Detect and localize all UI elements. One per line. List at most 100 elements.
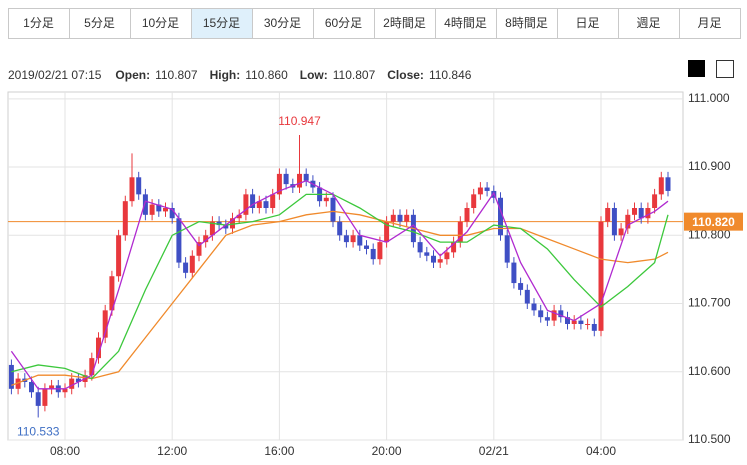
price-tag: [684, 212, 743, 231]
candle-body: [364, 245, 369, 249]
tab[interactable]: 30分足: [252, 8, 314, 39]
candle-body: [337, 221, 343, 236]
candle-body: [638, 208, 644, 219]
tab[interactable]: 2時間足: [374, 8, 436, 39]
candle-body: [303, 173, 309, 181]
candle-body: [35, 392, 41, 406]
candle-body: [223, 225, 229, 229]
candle-body: [42, 388, 48, 406]
tab[interactable]: 15分足: [191, 8, 253, 39]
tab-bg: [8, 8, 70, 39]
info-label: High:: [210, 68, 241, 82]
y-tick-label: 110.500: [688, 432, 731, 446]
candle-body: [558, 310, 564, 318]
candle-body: [330, 197, 336, 222]
tab-bg: [679, 8, 741, 39]
candle-body: [397, 214, 403, 222]
theme-light[interactable]: [716, 60, 734, 78]
candle-body: [605, 208, 611, 222]
candle-body: [169, 208, 175, 219]
info-date: 2019/02/21 07:15: [8, 68, 102, 82]
candle-body: [424, 252, 430, 256]
candle-body: [8, 364, 14, 389]
x-tick-label: 20:00: [372, 444, 402, 458]
candle-body: [498, 197, 503, 236]
candle-body: [511, 262, 517, 284]
candle-body: [163, 208, 168, 212]
candle-body: [109, 276, 115, 311]
x-tick-label: 02/21: [479, 444, 509, 458]
candle-body: [591, 324, 597, 331]
candle-body: [216, 221, 222, 226]
candle-body: [343, 235, 349, 243]
tab[interactable]: 10分足: [130, 8, 192, 39]
candle-body: [484, 187, 490, 191]
x-tick-label: 04:00: [586, 444, 616, 458]
tab[interactable]: 月足: [679, 8, 741, 39]
theme-dark[interactable]: [688, 60, 705, 77]
candle-body: [457, 221, 463, 243]
info-value: 110.807: [333, 68, 376, 82]
tab[interactable]: 日足: [557, 8, 619, 39]
candle-body: [444, 252, 450, 260]
candle-body: [29, 382, 34, 393]
candle-body: [652, 194, 658, 208]
tab-label: 月足: [697, 16, 721, 30]
candle-body: [451, 242, 457, 253]
moving-average: [10, 179, 669, 390]
candle-body: [518, 283, 524, 290]
candle-body: [276, 173, 282, 195]
info-value: 110.807: [155, 68, 198, 82]
y-tick-label: 110.800: [688, 227, 731, 241]
candle-body: [203, 235, 209, 243]
tab[interactable]: 4時間足: [435, 8, 497, 39]
tab-label: 30分足: [264, 16, 301, 30]
tab-label: 1分足: [23, 16, 54, 30]
tab[interactable]: 60分足: [313, 8, 375, 39]
candle-body: [538, 310, 544, 318]
tab[interactable]: 週足: [618, 8, 680, 39]
tab-label: 5分足: [84, 16, 115, 30]
tab-bg: [130, 8, 192, 39]
candle-body: [69, 378, 75, 389]
candle-body: [585, 324, 591, 325]
tab[interactable]: 8時間足: [496, 8, 558, 39]
annotation: 110.947: [278, 114, 321, 128]
candle-body: [471, 194, 477, 208]
candle-body: [618, 228, 624, 236]
candle-body: [96, 337, 101, 359]
candle-body: [250, 194, 256, 208]
candle-body: [390, 214, 396, 222]
candle-body: [417, 242, 423, 253]
candle-body: [136, 177, 142, 195]
candle-body: [209, 221, 215, 236]
tab[interactable]: 5分足: [69, 8, 131, 39]
y-tick-label: 110.700: [688, 296, 731, 310]
y-tick-label: 111.000: [688, 91, 730, 105]
info-label: Low:: [300, 68, 328, 82]
candle-body: [565, 317, 570, 324]
info-label: Open:: [115, 68, 150, 82]
tab-bg: [374, 8, 436, 39]
tab-bg: [313, 8, 375, 39]
candle-body: [625, 214, 631, 229]
tab-label: 日足: [575, 16, 599, 30]
info-label: Close:: [387, 68, 424, 82]
info-value: 110.846: [429, 68, 472, 82]
tab-label: 10分足: [142, 16, 179, 30]
candle-body: [357, 235, 363, 246]
y-tick-label: 110.600: [688, 364, 731, 378]
candle-body: [350, 235, 356, 243]
candle-body: [270, 194, 276, 208]
tab[interactable]: 1分足: [8, 8, 70, 39]
tab-label: 4時間足: [444, 16, 487, 30]
candle-body: [15, 378, 21, 389]
candle-body: [142, 194, 148, 215]
candle-body: [404, 214, 410, 222]
tab-label: 15分足: [203, 16, 240, 30]
candle-body: [598, 221, 604, 331]
tab-bg: [69, 8, 131, 39]
candle-body: [49, 385, 55, 389]
